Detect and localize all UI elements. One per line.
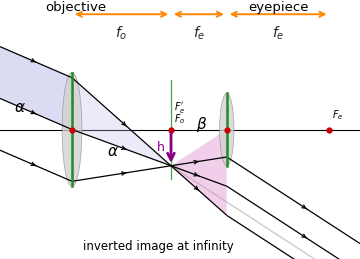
- Ellipse shape: [62, 73, 82, 186]
- Text: eyepiece: eyepiece: [248, 1, 309, 14]
- Text: $F_e$: $F_e$: [332, 108, 344, 122]
- Text: $f_e$: $f_e$: [272, 25, 284, 42]
- Text: α: α: [108, 144, 118, 159]
- Text: $f_e$: $f_e$: [193, 25, 205, 42]
- Text: objective: objective: [45, 1, 106, 14]
- Polygon shape: [72, 78, 171, 166]
- Text: h: h: [157, 141, 165, 154]
- Text: $F_e'$: $F_e'$: [174, 100, 185, 115]
- Polygon shape: [0, 47, 72, 130]
- Text: $F_o$: $F_o$: [174, 112, 185, 126]
- Text: β: β: [196, 117, 206, 132]
- Text: inverted image at infinity: inverted image at infinity: [83, 240, 234, 253]
- Text: α: α: [14, 100, 24, 115]
- Polygon shape: [171, 130, 227, 215]
- Ellipse shape: [220, 93, 234, 166]
- Text: $f_o$: $f_o$: [115, 25, 128, 42]
